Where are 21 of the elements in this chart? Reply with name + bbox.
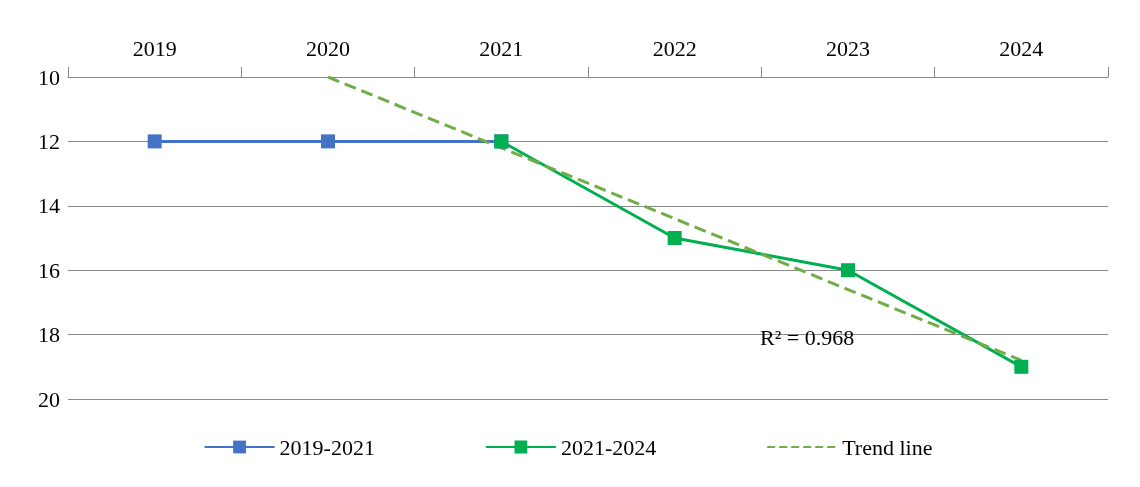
point <box>321 134 335 149</box>
x-tick-label: 2021 <box>479 35 524 61</box>
y-tick-label: 18 <box>38 322 60 348</box>
y-tick-label: 20 <box>38 386 60 412</box>
annotation: R² = 0.968 <box>760 324 855 350</box>
point <box>147 134 162 149</box>
x-tick-label: 2022 <box>652 35 697 61</box>
point <box>1014 359 1029 374</box>
y-tick-label: 10 <box>38 64 60 90</box>
x-tick-label: 2019 <box>132 35 177 61</box>
x-tick-label: 2020 <box>306 35 350 61</box>
y-tick-label: 14 <box>38 193 60 219</box>
y-tick-label: 12 <box>38 128 60 154</box>
legend-label: Trend line <box>842 434 933 460</box>
legend-label: 2019-2021 <box>279 434 375 460</box>
x-tick-label: 2024 <box>999 35 1044 61</box>
point <box>841 263 855 278</box>
x-tick-label: 2023 <box>826 35 870 61</box>
point <box>667 231 682 245</box>
y-tick-label: 16 <box>38 257 60 283</box>
legend-label: 2021-2024 <box>560 434 657 460</box>
